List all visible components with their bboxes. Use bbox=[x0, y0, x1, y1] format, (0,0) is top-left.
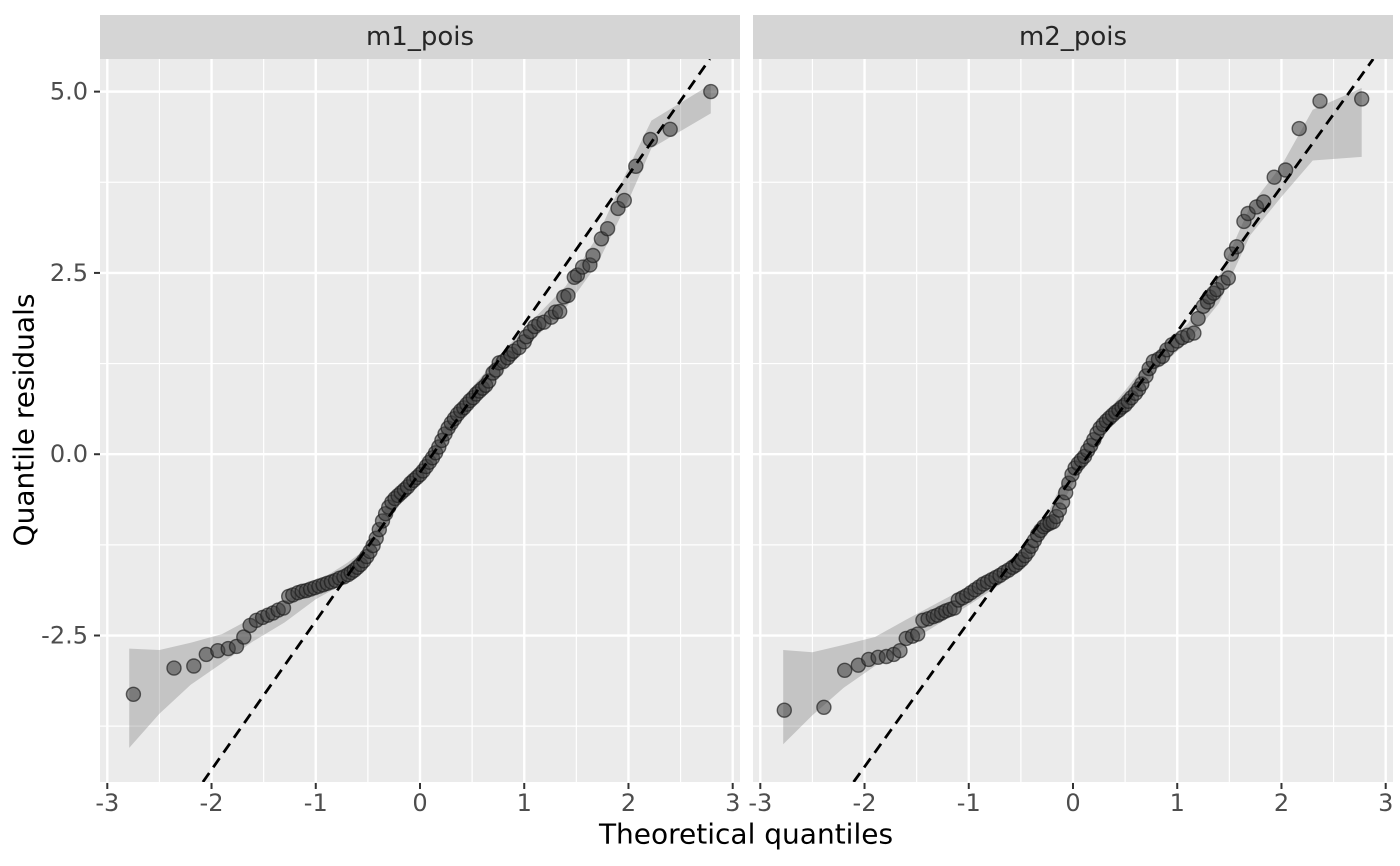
x-tick-label: -1 bbox=[304, 789, 328, 817]
qq-point bbox=[1291, 120, 1307, 137]
facet-strip-m2-pois: m2_pois bbox=[753, 15, 1393, 59]
qq-point bbox=[1266, 169, 1282, 185]
qq-point bbox=[186, 658, 202, 674]
y-tick-label: 2.5 bbox=[50, 259, 88, 287]
x-tick-label: -2 bbox=[200, 789, 224, 817]
qq-point bbox=[703, 83, 719, 100]
panel-data-layer bbox=[776, 59, 1375, 782]
x-tick-label: 3 bbox=[1378, 789, 1393, 817]
panel-data-layer bbox=[125, 59, 719, 782]
facet-strip-label: m2_pois bbox=[1018, 22, 1128, 52]
facet-panel-m1_pois: -3 -2 -1 0 1 2 3 bbox=[95, 59, 740, 817]
qq-point bbox=[616, 192, 632, 209]
y-tick-label: 5.0 bbox=[50, 78, 88, 106]
x-tick-label: 1 bbox=[517, 789, 532, 817]
y-tick-label: 0.0 bbox=[50, 440, 88, 468]
qq-point bbox=[662, 121, 678, 138]
y-axis-title: Quantile residuals bbox=[7, 293, 41, 547]
grid-major bbox=[100, 59, 740, 782]
qq-point bbox=[1353, 91, 1370, 107]
qq-point bbox=[910, 626, 926, 642]
qq-point bbox=[1186, 325, 1202, 341]
x-tick-label: 0 bbox=[1065, 789, 1080, 817]
qq-point bbox=[599, 220, 616, 237]
facet-strip-m1-pois: m1_pois bbox=[100, 15, 740, 59]
x-tick-label: 2 bbox=[621, 789, 636, 817]
qq-point bbox=[642, 131, 659, 148]
qq-point bbox=[560, 287, 576, 304]
qq-point bbox=[166, 660, 182, 676]
x-tick-label: -2 bbox=[853, 789, 877, 817]
x-tick-label: 0 bbox=[412, 789, 427, 817]
qq-point bbox=[1277, 162, 1294, 178]
x-tick-label: -3 bbox=[95, 789, 119, 817]
x-tick-label: -3 bbox=[748, 789, 772, 817]
qq-point bbox=[125, 686, 142, 702]
x-axis-title: Theoretical quantiles bbox=[598, 817, 894, 851]
reference-line bbox=[852, 59, 1375, 782]
qq-point bbox=[585, 247, 601, 264]
reference-line bbox=[201, 59, 711, 782]
confidence-band bbox=[129, 84, 711, 748]
facet-strip-label: m1_pois bbox=[365, 22, 475, 52]
qq-point bbox=[892, 643, 908, 659]
qq-point bbox=[236, 629, 252, 645]
x-tick-label: 3 bbox=[725, 789, 740, 817]
qq-point bbox=[776, 702, 792, 718]
y-axis: 5.0 2.5 0.0 -2.5 bbox=[41, 78, 100, 650]
x-tick-label: -1 bbox=[957, 789, 981, 817]
qq-point bbox=[1220, 270, 1237, 286]
x-tick-label: 1 bbox=[1170, 789, 1185, 817]
facet-panel-m2_pois: -3 -2 -1 0 1 2 3 bbox=[748, 59, 1393, 817]
qq-point bbox=[552, 303, 568, 320]
x-tick-label: 2 bbox=[1274, 789, 1289, 817]
qq-point bbox=[1312, 93, 1328, 109]
qq-point bbox=[816, 699, 832, 715]
qq-point bbox=[837, 662, 853, 678]
confidence-band bbox=[783, 88, 1362, 745]
y-tick-label: -2.5 bbox=[41, 622, 88, 650]
